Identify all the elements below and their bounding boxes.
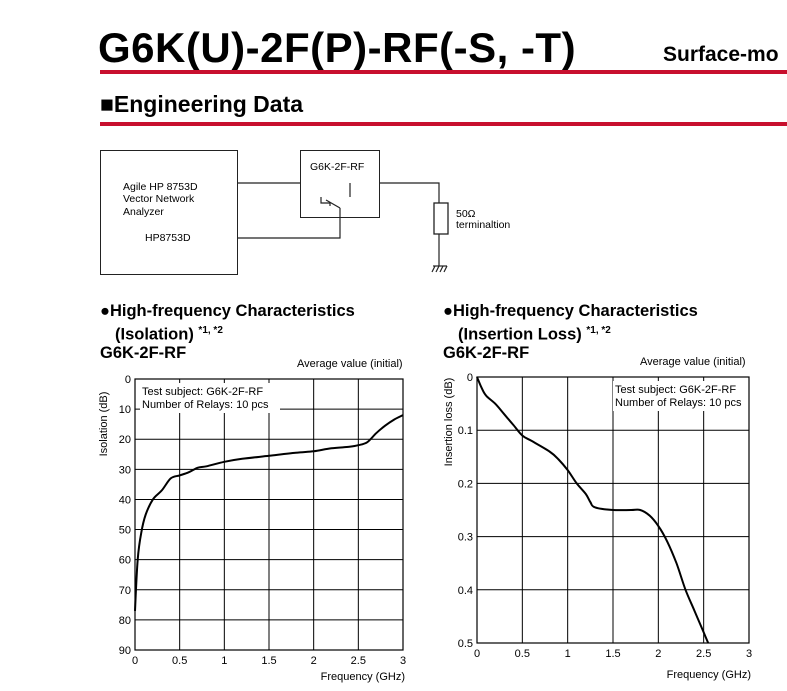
analyzer-model: HP8753D	[145, 232, 191, 244]
insertion-x-tick-label: 2.5	[696, 648, 711, 660]
insertion-plot-frame	[476, 376, 750, 644]
page-subtitle: Surface-mo	[663, 43, 779, 66]
header-rule	[100, 70, 787, 74]
insertion-x-tick-label: 2	[655, 648, 661, 660]
insertion-chart-title-1: ●High-frequency Characteristics	[443, 302, 698, 320]
insertion-x-axis-label: Frequency (GHz)	[667, 669, 751, 681]
analyzer-label-1: Agile HP 8753D	[123, 181, 198, 193]
insertion-y-tick-label: 0	[467, 372, 473, 384]
isolation-y-tick-label: 80	[119, 615, 131, 627]
insertion-y-tick-label: 0.4	[458, 585, 473, 597]
section-title: ■Engineering Data	[100, 91, 304, 117]
test-circuit-diagram: Agile HP 8753D Vector Network Analyzer H…	[100, 148, 560, 278]
isolation-chart-title-2: (Isolation) *1, *2	[115, 321, 223, 345]
isolation-avg-label: Average value (initial)	[297, 358, 403, 370]
isolation-y-tick-label: 70	[119, 585, 131, 597]
isolation-y-tick-label: 50	[119, 525, 131, 537]
analyzer-label-2: Vector Network	[123, 193, 195, 205]
insertion-chart-notes: *1, *2	[586, 325, 611, 336]
isolation-y-tick-label: 0	[125, 374, 131, 386]
termination-label-1: 50Ω	[456, 208, 476, 220]
insertion-x-tick-label: 1.5	[605, 648, 620, 660]
isolation-y-axis-label: Isolation (dB)	[98, 392, 110, 457]
isolation-y-tick-label: 60	[119, 555, 131, 567]
insertion-y-tick-label: 0.2	[458, 478, 473, 490]
circuit-wires	[238, 182, 449, 273]
isolation-y-tick-label: 10	[119, 404, 131, 416]
isolation-y-tick-label: 40	[119, 494, 131, 506]
termination-resistor	[433, 202, 449, 235]
isolation-y-tick-label: 30	[119, 464, 131, 476]
isolation-x-tick-label: 0	[132, 655, 138, 667]
isolation-grid	[134, 378, 404, 651]
isolation-x-tick-label: 2.5	[351, 655, 366, 667]
termination-label-2: terminaltion	[456, 219, 511, 231]
insertion-loss-chart: 0 0.5 1 1.5 2 2.5 300.10.20.30.40.5 Test subje…	[443, 372, 752, 681]
insertion-series-line	[476, 376, 710, 644]
isolation-chart-notes: *1, *2	[198, 325, 223, 336]
insertion-y-axis-label: Insertion loss (dB)	[443, 378, 455, 467]
insertion-subject-line-1: Test subject: G6K-2F-RF	[615, 384, 736, 396]
page-title: G6K(U)-2F(P)-RF(-S, -T)	[98, 24, 577, 71]
insertion-subject-line-2: Number of Relays: 10 pcs	[615, 397, 742, 409]
insertion-y-tick-label: 0.5	[458, 638, 473, 650]
isolation-subject-line-2: Number of Relays: 10 pcs	[142, 399, 269, 411]
insertion-x-tick-label: 0	[474, 648, 480, 660]
section-rule	[100, 122, 787, 126]
isolation-y-tick-label: 20	[119, 434, 131, 446]
insertion-avg-label: Average value (initial)	[640, 356, 746, 368]
relay-box	[300, 150, 380, 218]
isolation-y-tick-label: 90	[119, 645, 131, 657]
insertion-chart-title-2-text: (Insertion Loss)	[458, 325, 582, 344]
insertion-x-tick-label: 3	[746, 648, 752, 660]
isolation-x-tick-label: 1	[221, 655, 227, 667]
isolation-subject-box	[140, 383, 280, 413]
isolation-x-axis-label: Frequency (GHz)	[321, 671, 405, 683]
analyzer-label-3: Analyzer	[123, 206, 164, 218]
relay-label: G6K-2F-RF	[310, 161, 365, 173]
insertion-subject-box	[613, 381, 747, 411]
isolation-chart-title-2-text: (Isolation)	[115, 325, 194, 344]
isolation-x-tick-label: 0.5	[172, 655, 187, 667]
insertion-chart-model: G6K-2F-RF	[443, 344, 530, 362]
insertion-ticks: 0 0.5 1 1.5 2 2.5 300.10.20.30.40.5	[458, 372, 752, 660]
isolation-chart-model: G6K-2F-RF	[100, 344, 187, 362]
insertion-y-tick-label: 0.3	[458, 532, 473, 544]
insertion-x-tick-label: 0.5	[515, 648, 530, 660]
isolation-chart-title-1: ●High-frequency Characteristics	[100, 302, 355, 320]
isolation-subject-line-1: Test subject: G6K-2F-RF	[142, 386, 263, 398]
isolation-series-line	[134, 414, 404, 611]
isolation-x-tick-label: 2	[311, 655, 317, 667]
isolation-x-tick-label: 1.5	[261, 655, 276, 667]
insertion-y-tick-label: 0.1	[458, 425, 473, 437]
isolation-x-tick-label: 3	[400, 655, 406, 667]
isolation-plot-frame	[134, 378, 404, 651]
network-analyzer-box	[100, 150, 238, 275]
insertion-chart-title-2: (Insertion Loss) *1, *2	[458, 321, 611, 345]
insertion-x-tick-label: 1	[565, 648, 571, 660]
